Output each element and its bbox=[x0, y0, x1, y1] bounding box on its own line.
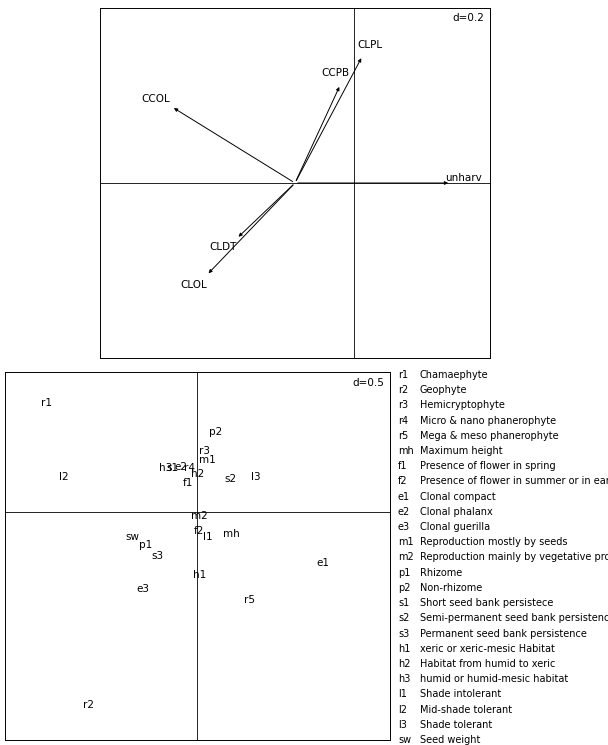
Text: Clonal phalanx: Clonal phalanx bbox=[420, 507, 492, 517]
Text: f1: f1 bbox=[182, 478, 193, 488]
Text: r1: r1 bbox=[398, 370, 408, 380]
Text: s2: s2 bbox=[225, 474, 237, 484]
Text: l2: l2 bbox=[398, 705, 407, 714]
Text: d=0.5: d=0.5 bbox=[353, 378, 384, 387]
Text: Permanent seed bank persistence: Permanent seed bank persistence bbox=[420, 629, 587, 638]
Text: mh: mh bbox=[223, 529, 240, 539]
Text: p1: p1 bbox=[398, 568, 410, 577]
Text: e3: e3 bbox=[137, 584, 150, 595]
Text: sw: sw bbox=[125, 532, 139, 542]
Text: Seed weight: Seed weight bbox=[420, 735, 480, 745]
Text: sw: sw bbox=[398, 735, 411, 745]
Text: r2: r2 bbox=[398, 385, 408, 395]
Text: f2: f2 bbox=[398, 477, 407, 486]
Text: Chamaephyte: Chamaephyte bbox=[420, 370, 489, 380]
Text: e1: e1 bbox=[398, 492, 410, 501]
Text: r1: r1 bbox=[41, 398, 52, 408]
Text: s2: s2 bbox=[398, 613, 409, 624]
Text: l1: l1 bbox=[202, 532, 212, 542]
Text: m2: m2 bbox=[191, 510, 207, 521]
Text: r5: r5 bbox=[398, 431, 408, 441]
Text: f2: f2 bbox=[194, 527, 204, 536]
Text: Rhizome: Rhizome bbox=[420, 568, 462, 577]
Text: r2: r2 bbox=[83, 700, 94, 710]
Text: h2: h2 bbox=[398, 659, 410, 669]
Text: s1: s1 bbox=[398, 598, 409, 608]
Text: l1: l1 bbox=[398, 689, 407, 700]
Text: Mid-shade tolerant: Mid-shade tolerant bbox=[420, 705, 512, 714]
Text: Clonal compact: Clonal compact bbox=[420, 492, 496, 501]
Text: Semi-permanent seed bank persistence: Semi-permanent seed bank persistence bbox=[420, 613, 608, 624]
Text: e1: e1 bbox=[317, 558, 330, 568]
Text: d=0.2: d=0.2 bbox=[452, 13, 484, 23]
Text: Shade intolerant: Shade intolerant bbox=[420, 689, 501, 700]
Text: Hemicryptophyte: Hemicryptophyte bbox=[420, 400, 505, 410]
Text: e2: e2 bbox=[398, 507, 410, 517]
Text: r5: r5 bbox=[244, 595, 255, 605]
Text: h1: h1 bbox=[398, 644, 410, 654]
Text: Geophyte: Geophyte bbox=[420, 385, 468, 395]
Text: p2: p2 bbox=[398, 583, 410, 593]
Text: Maximum height: Maximum height bbox=[420, 446, 503, 456]
Text: s3: s3 bbox=[398, 629, 409, 638]
Text: h3: h3 bbox=[159, 463, 172, 473]
Text: CLDT: CLDT bbox=[210, 241, 237, 252]
Text: l2: l2 bbox=[59, 472, 68, 482]
Text: e2: e2 bbox=[174, 462, 187, 472]
Text: e3: e3 bbox=[398, 522, 410, 532]
Text: humid or humid-mesic habitat: humid or humid-mesic habitat bbox=[420, 674, 568, 684]
Text: xeric or xeric-mesic Habitat: xeric or xeric-mesic Habitat bbox=[420, 644, 555, 654]
Text: Habitat from humid to xeric: Habitat from humid to xeric bbox=[420, 659, 555, 669]
Text: Mega & meso phanerophyte: Mega & meso phanerophyte bbox=[420, 431, 559, 441]
Text: r3: r3 bbox=[199, 446, 210, 456]
Text: s1: s1 bbox=[167, 463, 179, 473]
Text: Presence of flower in summer or in early fal: Presence of flower in summer or in early… bbox=[420, 477, 608, 486]
Text: s3: s3 bbox=[151, 551, 164, 561]
Text: l3: l3 bbox=[398, 720, 407, 730]
Text: Reproduction mostly by seeds: Reproduction mostly by seeds bbox=[420, 537, 567, 548]
Text: r4: r4 bbox=[398, 416, 408, 425]
Text: h3: h3 bbox=[398, 674, 410, 684]
Text: m2: m2 bbox=[398, 553, 414, 562]
Text: CLOL: CLOL bbox=[180, 280, 207, 290]
Text: CCPB: CCPB bbox=[321, 69, 350, 78]
Text: Clonal guerilla: Clonal guerilla bbox=[420, 522, 490, 532]
Text: h2: h2 bbox=[191, 469, 204, 478]
Text: r3: r3 bbox=[398, 400, 408, 410]
Text: Micro & nano phanerophyte: Micro & nano phanerophyte bbox=[420, 416, 556, 425]
Text: f1: f1 bbox=[398, 461, 407, 472]
Text: p1: p1 bbox=[139, 540, 152, 551]
Text: m1: m1 bbox=[199, 454, 216, 465]
Text: l3: l3 bbox=[251, 472, 261, 482]
Text: h1: h1 bbox=[193, 570, 206, 580]
Text: mh: mh bbox=[398, 446, 414, 456]
Text: Short seed bank persistece: Short seed bank persistece bbox=[420, 598, 553, 608]
Text: Shade tolerant: Shade tolerant bbox=[420, 720, 492, 730]
Text: r4: r4 bbox=[184, 463, 195, 473]
Text: Presence of flower in spring: Presence of flower in spring bbox=[420, 461, 556, 472]
Text: unharv: unharv bbox=[446, 174, 482, 183]
Text: CCOL: CCOL bbox=[142, 94, 170, 104]
Text: CLPL: CLPL bbox=[358, 39, 383, 50]
Text: Reproduction mainly by vegetative propaga: Reproduction mainly by vegetative propag… bbox=[420, 553, 608, 562]
Text: m1: m1 bbox=[398, 537, 413, 548]
Text: Non-rhizome: Non-rhizome bbox=[420, 583, 482, 593]
Text: p2: p2 bbox=[209, 427, 223, 437]
